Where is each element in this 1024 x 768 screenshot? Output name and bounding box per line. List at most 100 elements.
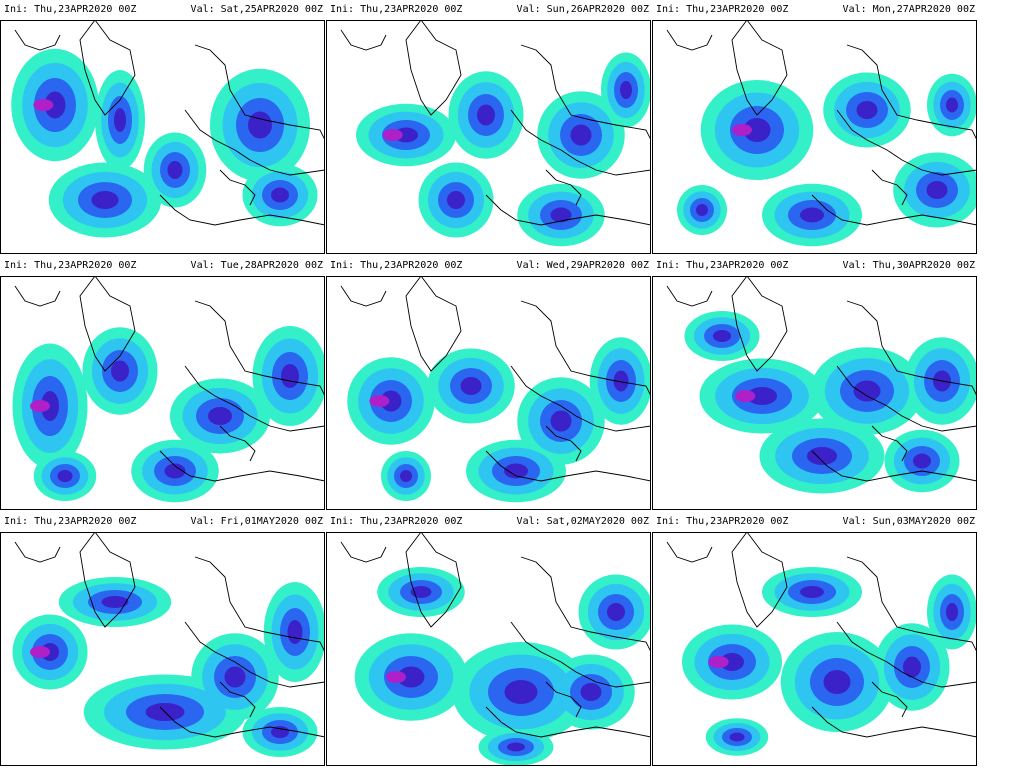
precipitation-area bbox=[620, 81, 632, 99]
precipitation-map bbox=[326, 532, 651, 766]
coastline bbox=[836, 365, 977, 432]
precipitation-max-area bbox=[735, 390, 756, 402]
coastline bbox=[194, 44, 325, 141]
precipitation-area bbox=[164, 463, 186, 479]
precipitation-area bbox=[57, 470, 73, 482]
precipitation-area bbox=[44, 91, 66, 119]
map-panel: Ini: Thu,23APR2020 00Z Val: Tue,28APR202… bbox=[0, 256, 325, 512]
precipitation-area bbox=[281, 364, 299, 388]
valid-time-label: Val: Sat,02MAY2020 00Z bbox=[516, 516, 649, 527]
coastline bbox=[871, 425, 908, 462]
coastline bbox=[666, 541, 713, 563]
coastline bbox=[811, 450, 977, 482]
precipitation-map bbox=[652, 20, 977, 254]
precipitation-map bbox=[652, 532, 977, 766]
panel-header: Ini: Thu,23APR2020 00Z Val: Sat,25APR202… bbox=[0, 0, 325, 20]
precipitation-area bbox=[101, 596, 129, 608]
map-panel: Ini: Thu,23APR2020 00Z Val: Wed,29APR202… bbox=[326, 256, 651, 512]
precipitation-area bbox=[271, 187, 289, 203]
coastline bbox=[485, 706, 651, 738]
init-time-label: Ini: Thu,23APR2020 00Z bbox=[330, 516, 463, 527]
precipitation-area bbox=[287, 620, 303, 644]
coastline bbox=[194, 300, 325, 397]
coastline bbox=[184, 365, 325, 432]
coastline bbox=[194, 556, 325, 653]
coastline bbox=[405, 532, 462, 628]
coastline bbox=[846, 44, 977, 141]
coastline bbox=[545, 425, 582, 462]
precipitation-area bbox=[410, 586, 432, 598]
precipitation-area bbox=[729, 732, 745, 742]
coastline bbox=[219, 425, 256, 462]
precipitation-area bbox=[550, 410, 572, 432]
coastline bbox=[871, 681, 908, 718]
init-time-label: Ini: Thu,23APR2020 00Z bbox=[656, 516, 789, 527]
map-panel: Ini: Thu,23APR2020 00Z Val: Sat,25APR202… bbox=[0, 0, 325, 256]
precipitation-area bbox=[208, 407, 232, 425]
valid-time-label: Val: Sun,03MAY2020 00Z bbox=[842, 516, 975, 527]
map-frame bbox=[652, 276, 977, 510]
map-panel: Ini: Thu,23APR2020 00Z Val: Sun,03MAY202… bbox=[652, 512, 977, 768]
init-time-label: Ini: Thu,23APR2020 00Z bbox=[4, 260, 137, 271]
coastline bbox=[79, 276, 136, 372]
coastline bbox=[159, 194, 325, 226]
coastline bbox=[340, 541, 387, 563]
coastline bbox=[405, 20, 462, 116]
precipitation-max-area bbox=[708, 656, 729, 668]
precipitation-area bbox=[713, 330, 731, 342]
valid-time-label: Val: Mon,27APR2020 00Z bbox=[842, 4, 975, 15]
precipitation-area bbox=[800, 207, 824, 223]
precipitation-area bbox=[91, 191, 119, 209]
panel-header: Ini: Thu,23APR2020 00Z Val: Sun,26APR202… bbox=[326, 0, 651, 20]
coastline bbox=[836, 109, 977, 176]
precipitation-area bbox=[696, 204, 708, 216]
init-time-label: Ini: Thu,23APR2020 00Z bbox=[330, 260, 463, 271]
precipitation-area bbox=[607, 603, 625, 621]
precipitation-area bbox=[447, 191, 465, 209]
coastline bbox=[811, 706, 977, 738]
coastline bbox=[184, 621, 325, 688]
map-frame bbox=[0, 20, 325, 254]
init-time-label: Ini: Thu,23APR2020 00Z bbox=[4, 516, 137, 527]
precipitation-area bbox=[397, 666, 425, 688]
coastline bbox=[184, 109, 325, 176]
coastline bbox=[545, 169, 582, 206]
map-frame bbox=[0, 532, 325, 766]
coastline bbox=[731, 276, 788, 372]
coastline bbox=[836, 621, 977, 688]
coastline bbox=[340, 285, 387, 307]
coastline bbox=[79, 532, 136, 628]
precipitation-area bbox=[550, 207, 572, 223]
precipitation-area bbox=[856, 101, 878, 119]
precipitation-map bbox=[326, 276, 651, 510]
valid-time-label: Val: Tue,28APR2020 00Z bbox=[190, 260, 323, 271]
precipitation-map bbox=[0, 276, 325, 510]
coastline bbox=[545, 681, 582, 718]
precipitation-area bbox=[946, 97, 958, 113]
valid-time-label: Val: Wed,29APR2020 00Z bbox=[516, 260, 649, 271]
coastline bbox=[520, 556, 651, 653]
precipitation-area bbox=[926, 181, 948, 199]
coastline bbox=[846, 300, 977, 397]
coastline bbox=[731, 20, 788, 116]
panel-header: Ini: Thu,23APR2020 00Z Val: Thu,30APR202… bbox=[652, 256, 977, 276]
map-frame bbox=[0, 276, 325, 510]
precipitation-area bbox=[224, 666, 246, 688]
valid-time-label: Val: Sat,25APR2020 00Z bbox=[190, 4, 323, 15]
coastline bbox=[159, 450, 325, 482]
map-frame bbox=[326, 532, 651, 766]
coastline bbox=[219, 169, 256, 206]
precipitation-area bbox=[913, 453, 931, 469]
coastline bbox=[846, 556, 977, 653]
coastline bbox=[405, 276, 462, 372]
precipitation-area bbox=[807, 447, 837, 465]
precipitation-max-area bbox=[732, 124, 752, 136]
precipitation-max-area bbox=[386, 671, 406, 683]
precipitation-area bbox=[380, 390, 402, 412]
init-time-label: Ini: Thu,23APR2020 00Z bbox=[656, 260, 789, 271]
coastline bbox=[871, 169, 908, 206]
precipitation-area bbox=[477, 104, 495, 126]
panel-header: Ini: Thu,23APR2020 00Z Val: Sat,02MAY202… bbox=[326, 512, 651, 532]
map-frame bbox=[326, 276, 651, 510]
